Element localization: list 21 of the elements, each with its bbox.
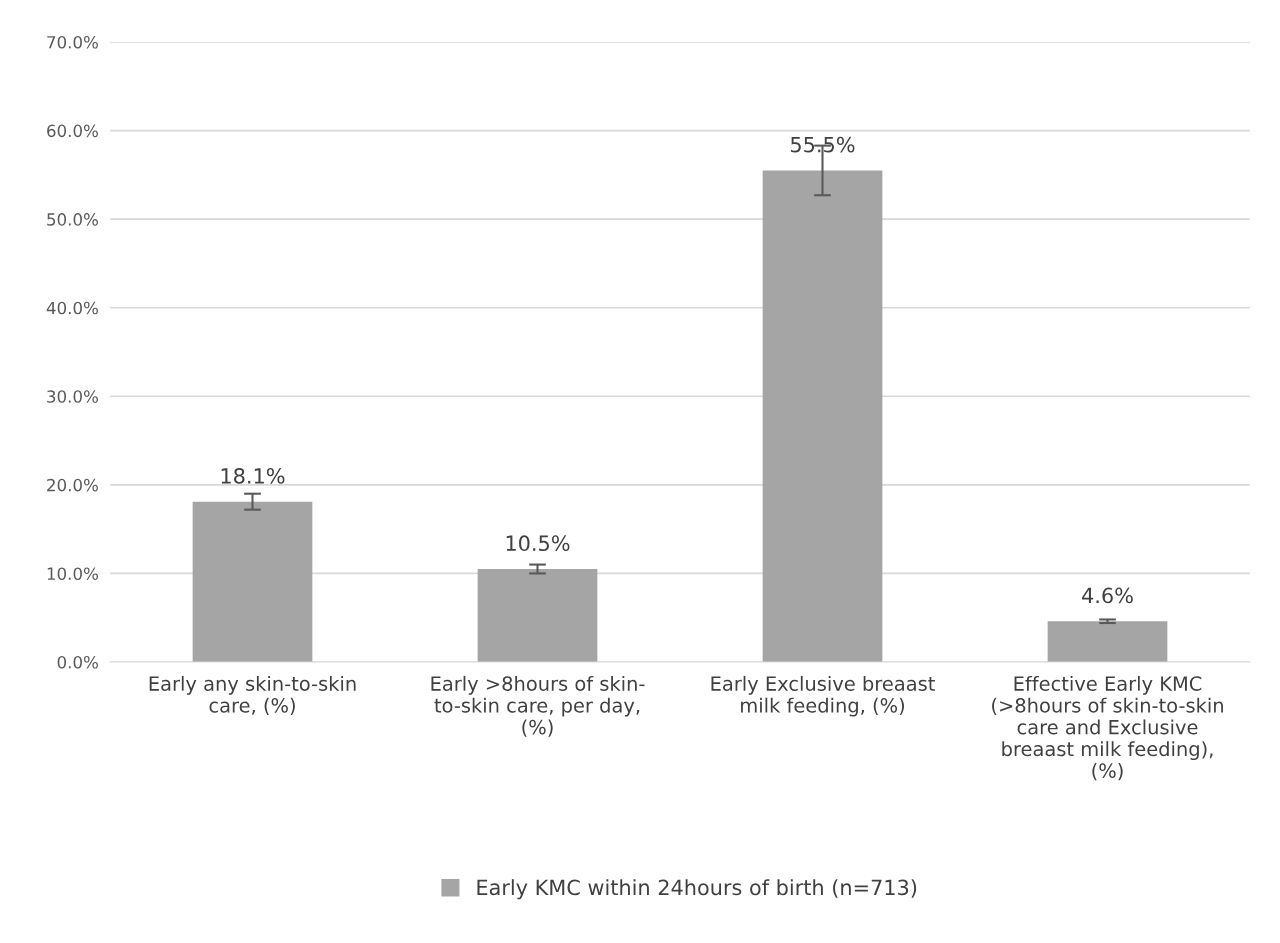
bar — [1047, 621, 1168, 662]
x-tick-label: Effective Early KMC (>8hours of skin-to-skin care and Exclusive breaast milk feeding), (%) — [992, 675, 1223, 781]
y-tick-label: 40.0% — [46, 301, 98, 315]
legend-label: Early KMC within 24hours of birth (n=713) — [477, 879, 917, 900]
bar — [762, 170, 883, 662]
y-tick-label: 70.0% — [47, 35, 98, 49]
x-tick-label: Early any skin-to-skin care, (%) — [149, 675, 356, 715]
data-label: 4.6% — [1082, 587, 1133, 604]
bar — [192, 501, 313, 662]
y-tick-label: 30.0% — [47, 390, 98, 403]
y-tick-label: 0.0% — [57, 655, 98, 669]
bar — [477, 569, 598, 662]
x-tick-label: Early Exclusive breaast milk feeding, (%) — [711, 675, 935, 717]
y-tick-label: 20.0% — [47, 478, 98, 492]
x-tick-label: Early >8hours of skin- to-skin care, per day, (%) — [431, 675, 645, 737]
data-label: 18.1% — [221, 468, 285, 484]
y-tick-label: 60.0% — [47, 124, 98, 138]
data-label: 10.5% — [506, 535, 570, 552]
data-label: 55.5% — [791, 136, 855, 153]
y-tick-label: 10.0% — [47, 567, 98, 580]
y-tick-label: 50.0% — [47, 213, 98, 226]
